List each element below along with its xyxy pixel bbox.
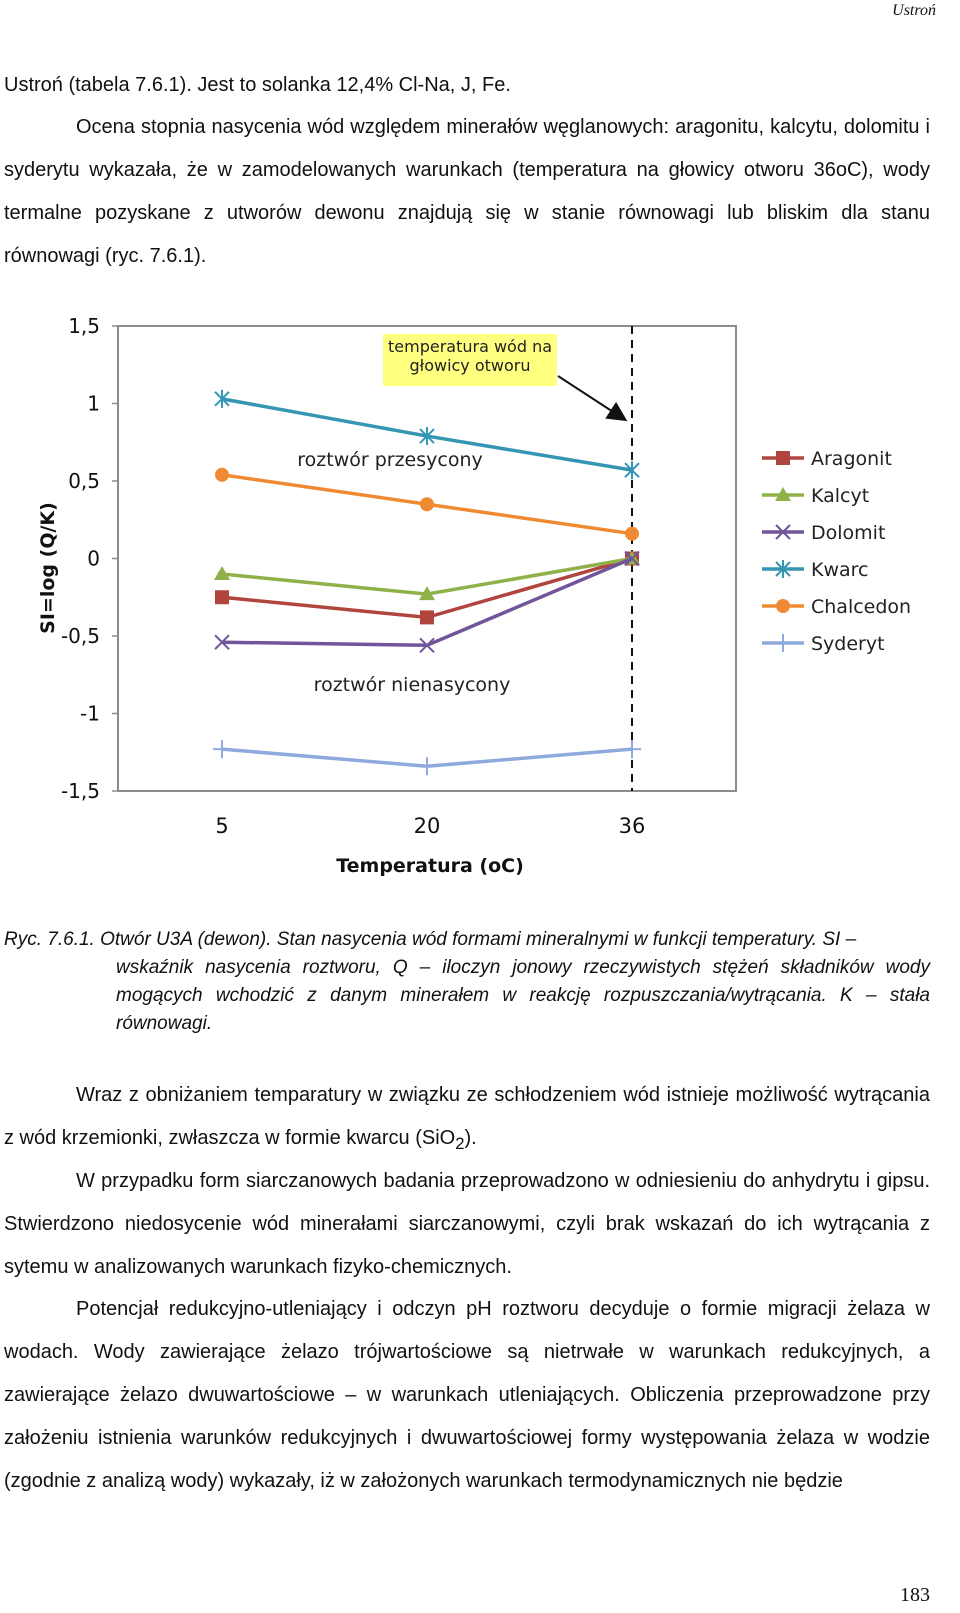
- legend-marker-aragonit: [776, 451, 790, 465]
- marker-circle: [215, 467, 229, 482]
- marker-x-b: [419, 637, 435, 654]
- point-kwarc-5: [214, 389, 230, 408]
- point-syderyt-20: [418, 757, 436, 776]
- supersaturated-label: roztwór przesycony: [297, 449, 483, 471]
- legend-label-dolomit: Dolomit: [811, 522, 885, 544]
- x-tick-label: 36: [619, 814, 646, 838]
- figure-caption: Ryc. 7.6.1. Otwór U3A (dewon). Stan nasy…: [4, 926, 930, 1038]
- marker-triangle: [214, 566, 230, 580]
- legend-label-kwarc: Kwarc: [811, 559, 868, 581]
- marker-x-b: [775, 524, 791, 540]
- legend-marker-kwarc: [775, 560, 791, 578]
- legend-marker-syderyt: [774, 634, 792, 652]
- page-number: 183: [900, 1584, 930, 1606]
- legend-marker-kalcyt: [775, 487, 791, 501]
- point-syderyt-36: [623, 740, 641, 759]
- legend-marker-dolomit: [775, 524, 791, 540]
- callout-box: [383, 334, 557, 386]
- legend-marker-chalcedon: [776, 599, 790, 613]
- marker-x-b: [214, 634, 230, 650]
- x-tick-label: 20: [414, 814, 441, 838]
- y-tick-label: -1: [80, 702, 100, 726]
- y-tick-label: -1,5: [61, 779, 100, 803]
- point-chalcedon-36: [625, 526, 639, 541]
- paragraph-intro: Ustroń (tabela 7.6.1). Jest to solanka 1…: [4, 74, 511, 96]
- paragraph-silica-end: ).: [464, 1127, 477, 1149]
- point-syderyt-5: [213, 740, 231, 759]
- point-dolomit-5: [214, 634, 230, 650]
- point-aragonit-20: [420, 610, 434, 625]
- callout-line-1: temperatura wód na: [388, 337, 552, 356]
- point-chalcedon-20: [420, 497, 434, 512]
- marker-triangle: [419, 586, 435, 601]
- point-kwarc-36: [624, 461, 640, 480]
- running-head: Ustroń: [892, 2, 936, 19]
- point-dolomit-36: [624, 550, 640, 567]
- y-tick-label: 0,5: [68, 469, 100, 493]
- y-tick-label: 1,5: [68, 314, 100, 338]
- y-tick-label: 1: [87, 392, 100, 416]
- marker-triangle: [775, 487, 791, 501]
- y-axis-title: SI=log (Q/K): [37, 502, 59, 634]
- legend-label-kalcyt: Kalcyt: [811, 485, 869, 507]
- marker-square: [420, 610, 434, 625]
- paragraph-iron: Potencjał redukcyjno-utleniający i odczy…: [4, 1298, 930, 1492]
- x-axis-title: Temperatura (oC): [336, 855, 524, 877]
- point-aragonit-5: [215, 590, 229, 605]
- paragraph-silica: Wraz z obniżaniem temparatury w związku …: [4, 1074, 930, 1165]
- legend-label-aragonit: Aragonit: [811, 448, 892, 470]
- caption-head: Ryc. 7.6.1. Otwór U3A (dewon). Stan nasy…: [4, 929, 857, 950]
- callout-line-2: głowicy otworu: [409, 356, 530, 375]
- plot-frame: [117, 325, 737, 792]
- point-dolomit-20: [419, 637, 435, 654]
- y-tick-label: 0: [87, 547, 100, 571]
- point-kalcyt-5: [214, 566, 230, 580]
- marker-circle: [776, 599, 790, 613]
- caption-body: wskaźnik nasycenia roztworu, Q – iloczyn…: [116, 957, 930, 1034]
- marker-x-b: [624, 550, 640, 567]
- subscript-2: 2: [455, 1134, 465, 1153]
- marker-circle: [625, 526, 639, 541]
- x-tick-label: 5: [215, 814, 228, 838]
- paragraph-saturation: Ocena stopnia nasycenia wód względem min…: [4, 116, 930, 267]
- legend-label-chalcedon: Chalcedon: [811, 596, 911, 618]
- marker-square: [776, 451, 790, 465]
- saturation-chart: 1,5 1 0,5 0 -0,5 -1 -1,5 5 20 36 Temperatura (oC) S…: [37, 314, 911, 877]
- callout-arrow: [557, 375, 628, 422]
- paragraph-silica-text: Wraz z obniżaniem temparatury w związku …: [4, 1084, 930, 1149]
- point-kwarc-20: [419, 427, 435, 446]
- point-kalcyt-20: [419, 586, 435, 601]
- marker-circle: [420, 497, 434, 512]
- point-chalcedon-5: [215, 467, 229, 482]
- legend-label-syderyt: Syderyt: [811, 633, 885, 655]
- paragraph-sulfates: W przypadku form siarczanowych badania p…: [4, 1170, 930, 1278]
- marker-square: [215, 590, 229, 605]
- y-tick-label: -0,5: [61, 624, 100, 648]
- undersaturated-label: roztwór nienasycony: [314, 674, 511, 696]
